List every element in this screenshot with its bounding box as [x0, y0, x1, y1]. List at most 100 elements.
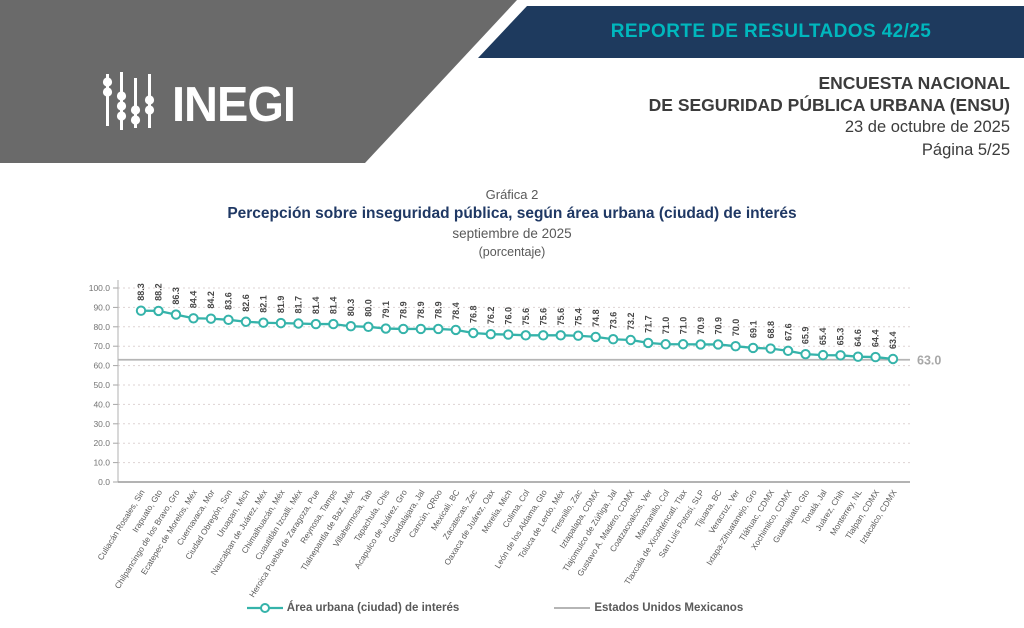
value-label: 73.6	[608, 312, 618, 330]
data-point	[800, 348, 811, 360]
value-label: 81.4	[311, 297, 321, 315]
data-point	[275, 317, 287, 329]
value-label: 65.4	[818, 328, 828, 346]
value-label: 71.0	[678, 317, 688, 335]
report-date: 23 de octubre de 2025	[844, 118, 1010, 136]
page-number: Página 5/25	[921, 141, 1010, 159]
y-axis-tick-label: 70.0	[93, 341, 110, 351]
report-banner-label: REPORTE DE RESULTADOS 42/25	[610, 21, 932, 42]
data-point	[153, 305, 164, 317]
value-label: 70.0	[731, 319, 741, 337]
value-label: 88.3	[136, 283, 146, 301]
y-axis-tick-label: 40.0	[93, 399, 110, 409]
value-label: 76.2	[486, 307, 496, 325]
value-label: 78.9	[399, 301, 409, 319]
data-point	[835, 350, 846, 361]
y-axis-tick-label: 60.0	[93, 361, 110, 371]
value-label: 75.6	[538, 308, 548, 326]
data-point	[398, 323, 409, 335]
value-label: 65.3	[836, 328, 846, 346]
chart-canvas: 0.0 10.0 20.0 30.0 40.0 50.0 60.0 70.0 80.0 90.0 1…	[89, 280, 941, 599]
data-point	[170, 309, 182, 320]
legend-item-series: Área urbana (ciudad) de interés	[246, 602, 459, 614]
data-point	[730, 341, 741, 352]
national-line-icon	[554, 607, 591, 609]
data-point	[887, 353, 899, 365]
data-point	[817, 349, 829, 361]
data-point	[520, 330, 531, 341]
value-label: 75.6	[556, 308, 566, 326]
data-point	[258, 317, 269, 328]
chart-legend: Área urbana (ciudad) de interés Estados …	[0, 602, 990, 614]
y-axis-tick-label: 0.0	[98, 477, 110, 487]
value-label: 75.6	[521, 308, 531, 326]
data-point	[345, 321, 357, 332]
value-label: 81.9	[276, 296, 286, 314]
y-axis-tick-label: 30.0	[93, 419, 110, 429]
data-point	[223, 314, 234, 326]
data-point	[433, 323, 444, 335]
value-label: 83.6	[224, 292, 234, 310]
value-label: 78.9	[416, 301, 426, 319]
value-label: 69.1	[748, 320, 758, 338]
data-point	[765, 343, 776, 354]
survey-title-line2: DE SEGURIDAD PÚBLICA URBANA (ENSU)	[648, 95, 1010, 115]
data-point	[677, 339, 689, 350]
series-line-marker-icon	[246, 603, 283, 613]
value-label: 70.9	[713, 317, 723, 335]
data-point	[293, 318, 304, 329]
chart-unit-label: (porcentaje)	[478, 245, 546, 259]
inegi-logo-text: INEGI	[172, 75, 296, 131]
data-point	[328, 318, 339, 330]
data-point	[642, 337, 654, 349]
value-label: 76.0	[503, 307, 513, 325]
data-point	[870, 351, 881, 363]
chart-title: Percepción sobre inseguridad pública, se…	[227, 205, 797, 222]
y-axis-tick-label: 90.0	[93, 302, 110, 312]
value-label: 67.6	[783, 323, 793, 341]
value-label: 64.6	[853, 329, 863, 347]
value-label: 71.0	[661, 317, 671, 335]
data-point	[310, 318, 322, 330]
value-label: 75.4	[573, 308, 583, 326]
value-label: 68.8	[766, 321, 776, 339]
y-axis-tick-label: 100.0	[89, 283, 111, 293]
value-label: 86.3	[171, 287, 181, 305]
legend-national-label: Estados Unidos Mexicanos	[594, 602, 744, 614]
chart-title-block: Gráfica 2 Percepción sobre inseguridad p…	[0, 186, 1024, 261]
national-average-value-label: 63.0	[917, 353, 941, 367]
y-axis-tick-label: 10.0	[93, 458, 110, 468]
chart-subtitle: septiembre de 2025	[452, 226, 572, 241]
y-axis-tick-label: 80.0	[93, 322, 110, 332]
value-label: 88.2	[154, 283, 164, 301]
chart-number-label: Gráfica 2	[485, 187, 539, 202]
data-point	[188, 313, 199, 324]
data-point	[712, 339, 724, 350]
value-label: 74.8	[591, 309, 601, 327]
header-title-block: ENCUESTA NACIONAL DE SEGURIDAD PÚBLICA U…	[649, 72, 1010, 162]
data-point	[380, 323, 392, 334]
value-label: 70.9	[696, 317, 706, 335]
data-point	[503, 329, 514, 340]
y-axis-tick-label: 20.0	[93, 438, 110, 448]
data-point	[852, 351, 864, 362]
value-label: 64.4	[871, 330, 881, 348]
data-point	[485, 328, 496, 340]
data-point	[607, 334, 619, 345]
value-label: 78.4	[451, 302, 461, 320]
report-banner: REPORTE DE RESULTADOS 42/25	[478, 6, 1024, 58]
value-label: 84.4	[189, 291, 199, 309]
value-label: 80.3	[346, 299, 356, 317]
series-line	[140, 309, 894, 361]
data-point	[450, 324, 461, 336]
value-label: 71.7	[643, 315, 653, 333]
value-label: 76.8	[468, 305, 478, 323]
data-point	[590, 331, 601, 343]
value-label: 82.6	[241, 294, 251, 312]
value-label: 78.9	[434, 301, 444, 319]
data-point	[782, 345, 794, 357]
value-label: 81.4	[329, 297, 339, 315]
data-point	[135, 305, 147, 316]
data-point	[363, 321, 374, 332]
value-label: 79.1	[381, 301, 391, 319]
